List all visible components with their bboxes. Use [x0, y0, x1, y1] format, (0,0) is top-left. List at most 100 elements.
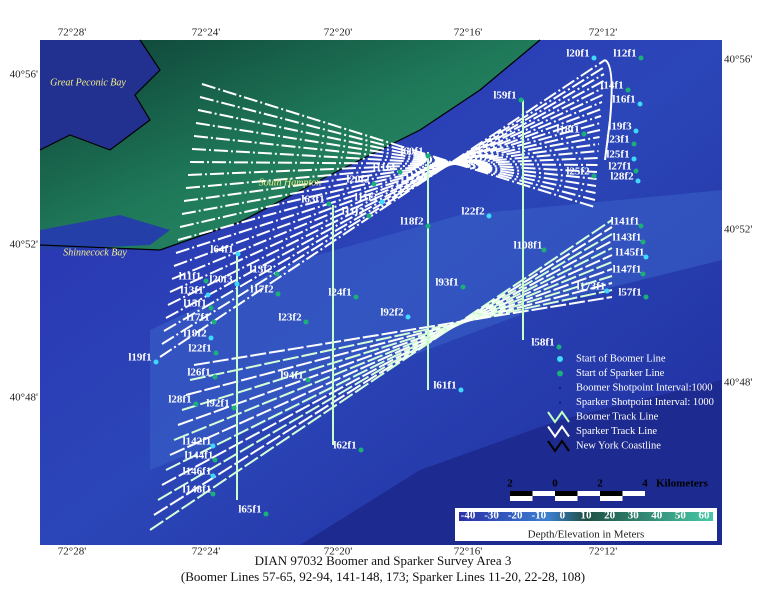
longitude-label: 72°24' — [192, 27, 220, 39]
line-start — [210, 443, 216, 449]
line-label: l26f1 — [187, 367, 210, 379]
place-name: Great Peconic Bay — [50, 77, 126, 88]
sparker-track — [201, 83, 595, 208]
sparker-track — [171, 101, 603, 280]
line-label: l94f1 — [280, 370, 303, 382]
sparker-track — [177, 122, 601, 241]
colorbar-tick: -20 — [508, 510, 523, 522]
line-label: l11f3 — [355, 192, 378, 204]
line-label: l20f3 — [209, 274, 233, 286]
line-label: l19f3 — [608, 121, 632, 133]
boomer-track — [153, 226, 613, 516]
line-label: l15f1 — [183, 298, 206, 310]
legend-label: Boomer Track Line — [576, 411, 659, 422]
line-start — [643, 254, 649, 260]
boomer-track — [173, 261, 613, 441]
line-label: l18f2 — [400, 216, 424, 228]
colorbar-tick: 40 — [651, 510, 663, 522]
line-label: l13f1 — [180, 285, 203, 297]
line-start — [635, 178, 641, 184]
scale-tick: 2 — [597, 478, 603, 490]
line-start — [210, 473, 216, 479]
line-start — [518, 97, 524, 103]
longitude-label: 72°16' — [454, 27, 482, 39]
colorbar-tick: 20 — [604, 510, 616, 522]
line-start — [235, 251, 241, 257]
boomer-track — [185, 282, 613, 396]
colorbar-tick: 60 — [699, 510, 711, 522]
line-start — [460, 284, 466, 290]
scale-segment — [532, 491, 555, 496]
line-label: l11f1 — [179, 271, 202, 283]
line-label: l108f1 — [514, 240, 543, 252]
line-label: l16f1 — [612, 94, 635, 106]
line-label: l141f1 — [611, 216, 640, 228]
colorbar-tick: 0 — [560, 510, 566, 522]
sparker-track — [199, 96, 596, 201]
scale-segment — [510, 496, 533, 501]
boomer-track — [149, 219, 613, 531]
line-label: l146f1 — [183, 466, 212, 478]
line-start — [208, 305, 214, 311]
line-label: l20f1 — [566, 48, 589, 60]
legend-label: Sparker Track Line — [576, 426, 657, 437]
scale-segment — [577, 491, 600, 496]
legend-symbol — [547, 424, 570, 439]
line-start — [397, 169, 403, 175]
line-start — [208, 335, 214, 341]
place-name: Shinnecock Bay — [63, 247, 127, 258]
sparker-track — [159, 59, 606, 358]
line-label: l173f1 — [577, 281, 606, 293]
line-label: l145f1 — [616, 247, 645, 259]
place-name: South Hampton — [259, 177, 322, 188]
line-start — [326, 201, 332, 207]
line-start — [353, 294, 359, 300]
scale-unit: Kilometers — [656, 478, 709, 490]
longitude-label: 72°20' — [324, 27, 352, 39]
latitude-label: 40°52' — [10, 239, 38, 251]
line-start — [643, 294, 649, 300]
sparker-track — [185, 150, 599, 189]
sparker-track — [175, 115, 602, 254]
line-label: l63f1 — [301, 194, 324, 206]
caption: (Boomer Lines 57-65, 92-94, 141-148, 173… — [181, 569, 585, 584]
line-start — [625, 87, 631, 93]
colorbar-tick: -10 — [531, 510, 546, 522]
sparker-track — [187, 157, 599, 176]
boomer-track — [181, 275, 613, 411]
line-start — [211, 319, 217, 325]
land — [40, 40, 540, 250]
line-start — [425, 223, 431, 229]
line-start — [637, 101, 643, 107]
scale-tick: 2 — [507, 478, 513, 490]
longitude-label: 72°12' — [589, 27, 617, 39]
scale-segment — [555, 496, 578, 501]
sparker-track — [189, 161, 598, 166]
latitude-label: 40°52' — [724, 224, 752, 236]
colorbar-tick: 30 — [628, 510, 640, 522]
line-label: l57f1 — [618, 287, 641, 299]
line-start — [275, 291, 281, 297]
latitude-label: 40°56' — [10, 69, 38, 81]
line-label: l25f2 — [566, 166, 590, 178]
line-label: l148f1 — [183, 484, 212, 496]
line-label: l19f2 — [183, 328, 207, 340]
line-start — [640, 239, 646, 245]
sparker-track — [181, 136, 600, 215]
line-label: l17f1 — [186, 312, 209, 324]
colorbar-tick: 50 — [675, 510, 687, 522]
line-label: l60f1 — [400, 146, 423, 158]
line-start — [581, 131, 587, 137]
line-start — [638, 223, 644, 229]
sparker-track — [161, 66, 606, 345]
line-start — [640, 271, 646, 277]
line-start — [633, 128, 639, 134]
scale-segment — [600, 496, 623, 501]
line-label: l23f2 — [278, 312, 302, 324]
boomer-track — [165, 247, 613, 471]
legend-symbol — [558, 401, 562, 404]
line-label: l92f1 — [206, 398, 229, 410]
colorbar-label: Depth/Elevation in Meters — [528, 529, 645, 541]
line-start — [263, 511, 269, 517]
line-start — [405, 314, 411, 320]
